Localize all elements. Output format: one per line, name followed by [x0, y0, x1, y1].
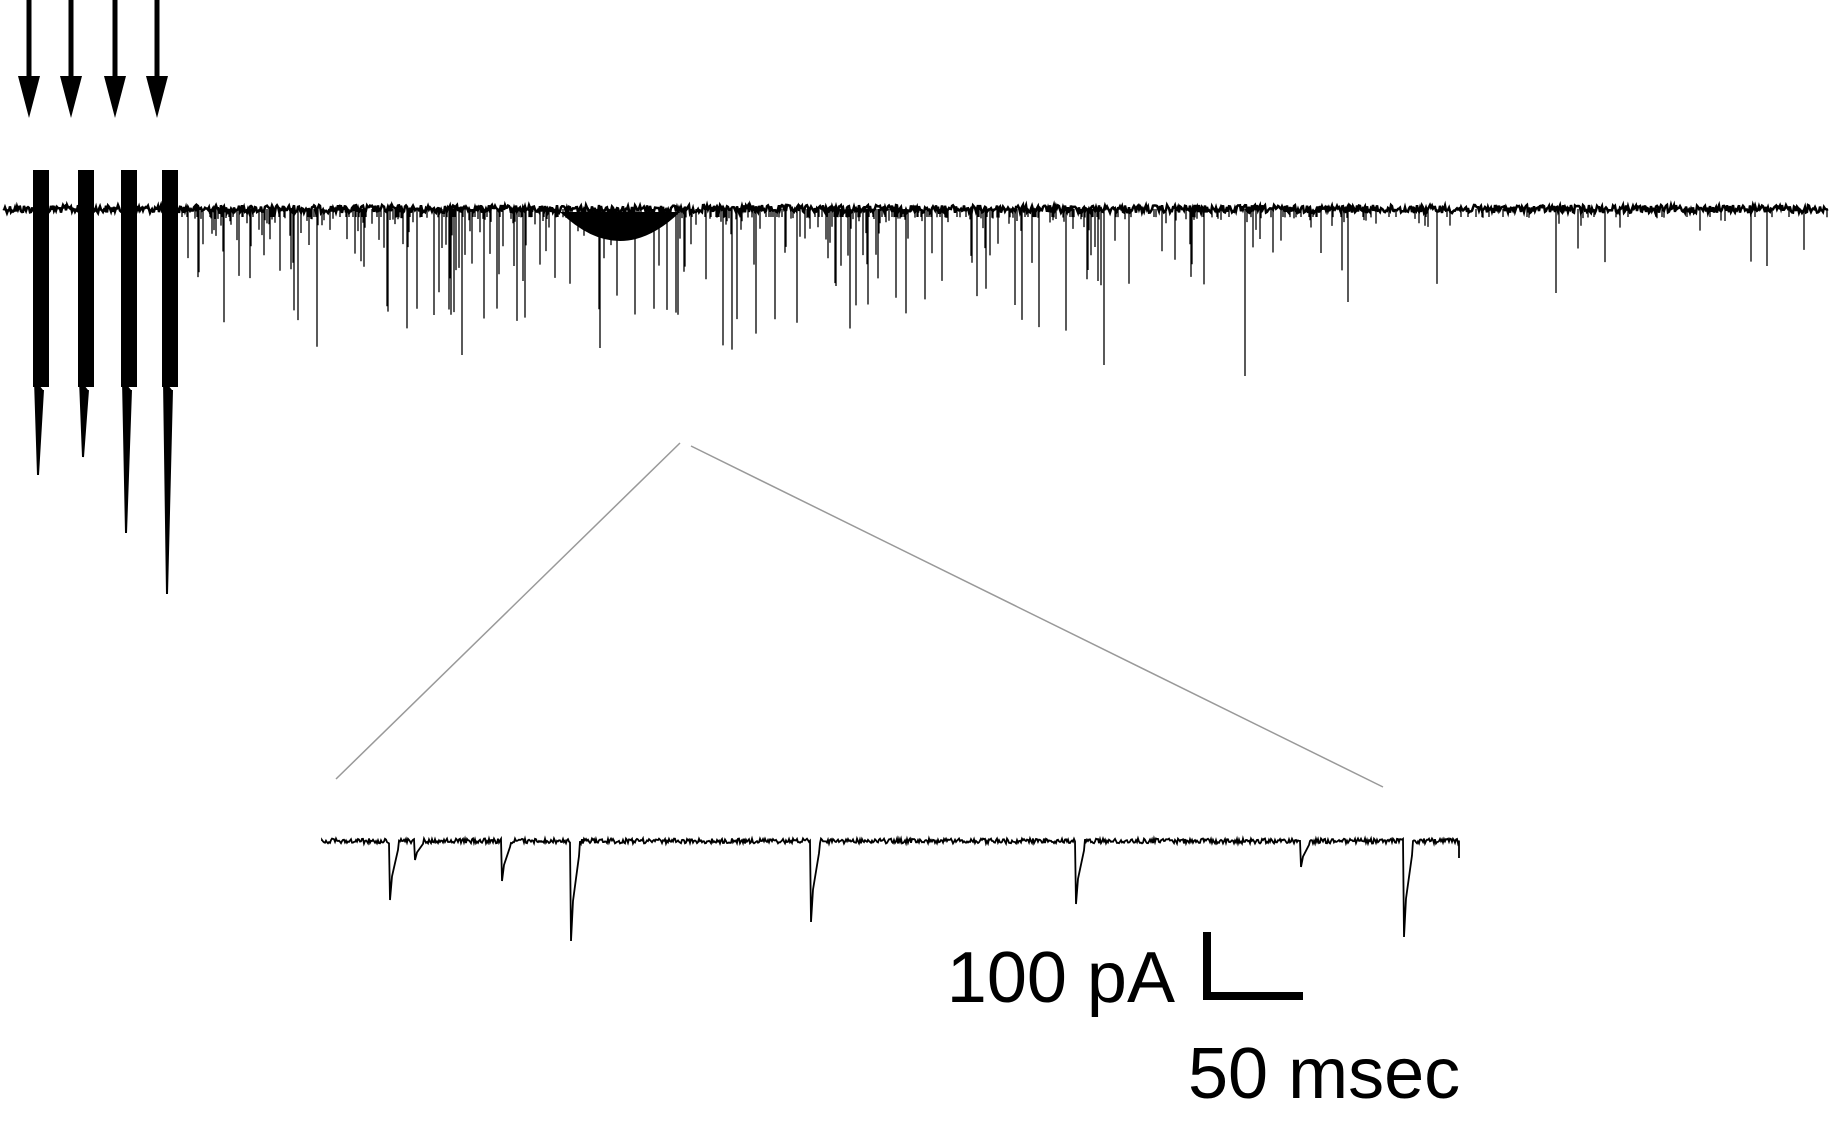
- evoked-response: [79, 379, 89, 458]
- stimulus-artifact: [121, 170, 137, 387]
- stimulus-arrows: [18, 0, 168, 118]
- arrow-head: [60, 76, 82, 118]
- overview-trace: [2, 170, 1829, 595]
- zoom-line-right: [690, 445, 1384, 788]
- arrow-head: [18, 76, 40, 118]
- baseline: [2, 200, 1829, 218]
- arrow-head: [146, 76, 168, 118]
- evoked-response: [34, 379, 44, 476]
- zoom-line-left: [335, 442, 681, 780]
- evoked-response: [122, 379, 132, 534]
- expanded-baseline: [321, 835, 1460, 942]
- time-label: 50 msec: [1188, 1034, 1460, 1114]
- stimulus-artifact: [78, 170, 94, 387]
- stimulus-artifact: [33, 170, 49, 387]
- spontaneous-events: [181, 209, 1828, 376]
- stimulus-artifact: [162, 170, 178, 387]
- evoked-response: [163, 379, 173, 595]
- burst-envelope: [560, 212, 680, 241]
- arrow-head: [104, 76, 126, 118]
- scale-bar: [1203, 932, 1303, 1000]
- expanded-trace: [321, 835, 1460, 942]
- amplitude-label: 100 pA: [947, 938, 1175, 1018]
